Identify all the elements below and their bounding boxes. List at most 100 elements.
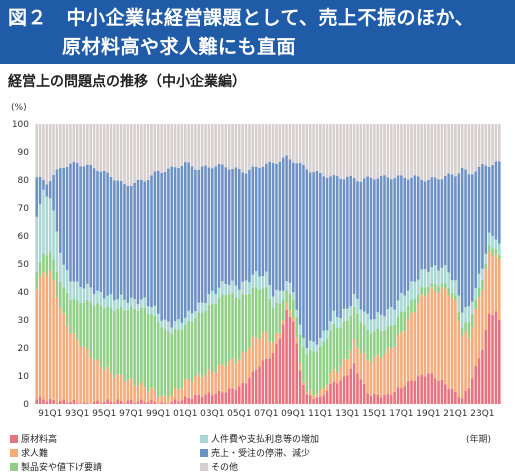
- bar-sales-slump-01Q4: [194, 169, 197, 312]
- bar-sales-slump-17Q2: [403, 177, 407, 296]
- bar-raw-material-96Q4: [126, 400, 130, 404]
- bar-other-90Q2: [38, 124, 42, 177]
- bar-raw-material-18Q4: [423, 376, 427, 404]
- bar-sales-slump-07Q2: [268, 161, 271, 286]
- bar-labor-cost-06Q2: [254, 271, 258, 288]
- bar-recruitment-05Q3: [244, 352, 248, 384]
- bar-labor-cost-09Q1: [292, 292, 295, 300]
- bar-price-cut-14Q2: [362, 324, 366, 353]
- bar-other-24Q1: [494, 124, 498, 162]
- bar-other-21Q4: [464, 124, 467, 170]
- bar-labor-cost-97Q1: [129, 297, 133, 307]
- bar-other-07Q4: [275, 124, 278, 164]
- bar-other-12Q1: [332, 124, 336, 176]
- bar-other-00Q4: [180, 124, 184, 166]
- bar-other-10Q2: [308, 124, 312, 173]
- bar-price-cut-06Q2: [254, 287, 258, 338]
- bar-other-14Q3: [366, 124, 369, 177]
- bar-labor-cost-94Q1: [89, 287, 93, 303]
- bar-sales-slump-99Q1: [156, 170, 160, 314]
- bar-recruitment-15Q4: [383, 353, 386, 395]
- bar-recruitment-09Q4: [302, 382, 305, 385]
- bar-sales-slump-18Q4: [423, 181, 427, 270]
- bar-other-98Q1: [143, 124, 147, 182]
- bar-sales-slump-15Q2: [376, 178, 380, 313]
- bar-price-cut-21Q4: [464, 322, 467, 332]
- bar-other-23Q3: [487, 124, 491, 167]
- bar-labor-cost-05Q2: [241, 281, 244, 295]
- y-tick-label: 20: [18, 344, 30, 354]
- bar-other-12Q3: [339, 124, 342, 179]
- bar-price-cut-95Q4: [113, 310, 116, 378]
- bar-recruitment-22Q3: [474, 308, 477, 366]
- bar-sales-slump-96Q1: [116, 180, 120, 300]
- bar-raw-material-93Q1: [75, 403, 79, 404]
- bar-sales-slump-92Q3: [69, 163, 72, 282]
- bar-price-cut-94Q1: [89, 302, 93, 358]
- bar-other-91Q2: [52, 124, 55, 175]
- bar-price-cut-22Q3: [474, 299, 477, 309]
- bar-sales-slump-21Q3: [460, 167, 464, 313]
- bar-recruitment-01Q1: [183, 379, 187, 397]
- bar-other-06Q1: [251, 124, 255, 167]
- bar-raw-material-95Q2: [106, 399, 109, 404]
- bar-price-cut-05Q3: [244, 294, 248, 353]
- legend-swatch-labor-cost: [200, 435, 208, 443]
- bar-recruitment-08Q2: [281, 320, 285, 325]
- bar-price-cut-92Q2: [65, 292, 69, 326]
- bar-other-16Q3: [393, 124, 396, 179]
- bar-labor-cost-05Q4: [248, 282, 251, 295]
- bar-other-04Q4: [234, 124, 238, 168]
- bar-recruitment-12Q3: [339, 366, 342, 381]
- bar-price-cut-90Q4: [45, 255, 49, 276]
- bar-other-02Q1: [197, 124, 201, 170]
- bar-labor-cost-22Q4: [477, 273, 481, 288]
- bar-labor-cost-24Q1: [494, 239, 498, 249]
- bar-other-13Q2: [349, 124, 353, 176]
- bar-other-98Q3: [150, 124, 153, 176]
- y-tick-label: 80: [18, 176, 30, 186]
- bar-recruitment-16Q4: [396, 335, 400, 388]
- bar-sales-slump-03Q2: [214, 166, 217, 294]
- bar-recruitment-17Q1: [400, 332, 403, 389]
- bar-other-99Q2: [160, 124, 163, 173]
- x-unit-label: (年期): [466, 435, 492, 445]
- bar-price-cut-08Q2: [281, 299, 285, 321]
- bar-labor-cost-20Q2: [443, 265, 447, 284]
- bar-sales-slump-19Q3: [433, 177, 437, 266]
- x-tick-label: 19Q1: [416, 409, 440, 419]
- x-tick-label: 13Q1: [335, 409, 359, 419]
- bar-other-09Q3: [298, 124, 302, 163]
- bar-other-06Q3: [258, 124, 261, 168]
- bar-price-cut-97Q4: [140, 307, 143, 383]
- bar-labor-cost-22Q1: [467, 306, 471, 323]
- bar-labor-cost-15Q1: [373, 319, 376, 332]
- bar-other-22Q4: [477, 124, 481, 167]
- bar-sales-slump-21Q2: [457, 173, 461, 296]
- bar-recruitment-95Q2: [106, 367, 109, 400]
- bar-recruitment-18Q3: [420, 294, 423, 375]
- bar-price-cut-11Q4: [329, 330, 332, 374]
- bar-price-cut-04Q1: [224, 294, 228, 367]
- bars: [35, 124, 501, 404]
- bar-raw-material-91Q2: [52, 399, 55, 404]
- bar-raw-material-01Q3: [190, 398, 194, 404]
- bar-raw-material-00Q1: [170, 402, 174, 404]
- legend-item-other: その他: [200, 460, 238, 473]
- bar-recruitment-02Q2: [200, 377, 204, 398]
- legend-label-sales-slump: 売上・受注の停滞、減少: [211, 449, 311, 459]
- bar-price-cut-07Q2: [268, 298, 271, 342]
- bar-labor-cost-92Q3: [69, 281, 72, 300]
- bar-recruitment-93Q3: [82, 346, 86, 403]
- bar-sales-slump-02Q1: [197, 169, 201, 303]
- x-tick-label: 11Q1: [308, 409, 332, 419]
- bar-raw-material-06Q4: [261, 360, 265, 404]
- bar-raw-material-15Q4: [383, 394, 386, 404]
- bar-raw-material-97Q1: [129, 399, 133, 404]
- bar-raw-material-17Q3: [406, 381, 410, 404]
- bar-other-96Q2: [119, 124, 123, 181]
- bar-sales-slump-91Q2: [52, 174, 55, 211]
- figure-title-line1: 図２ 中小企業は経営課題として、売上不振のほか、: [8, 7, 475, 29]
- bar-raw-material-16Q4: [396, 387, 400, 404]
- bar-raw-material-15Q2: [376, 395, 380, 404]
